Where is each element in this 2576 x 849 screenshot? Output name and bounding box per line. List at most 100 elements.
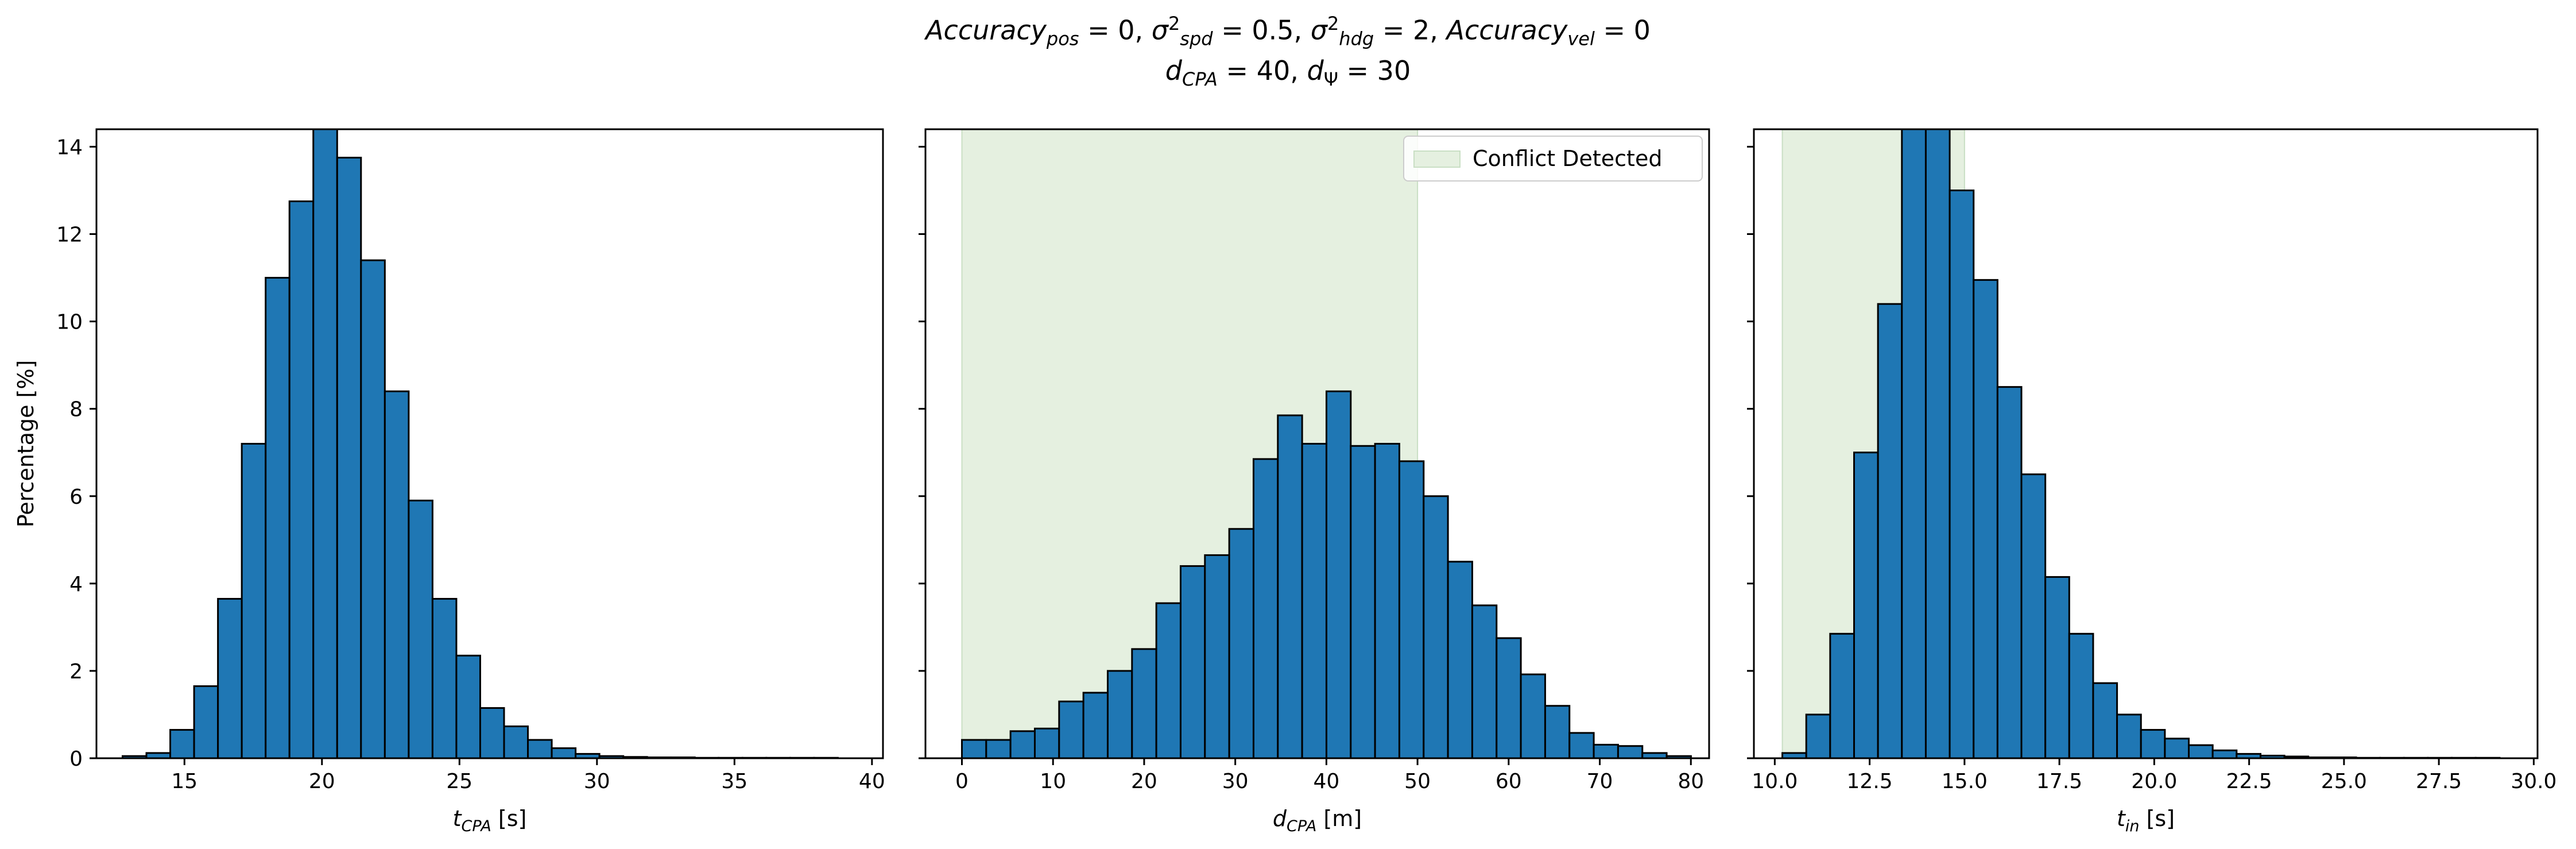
histogram-bar	[2020, 473, 2047, 758]
x-tick-label: 20	[1131, 770, 1157, 793]
y-tick-label: 10	[56, 311, 83, 334]
x-axis-label: dCPA [m]	[1273, 806, 1362, 835]
figure-title-line1: Accuracypos = 0, σ2spd = 0.5, σ2hdg = 2,…	[925, 13, 1651, 50]
axes-frame	[95, 128, 884, 759]
histogram-bar	[551, 747, 577, 758]
histogram-bar	[1996, 386, 2023, 758]
histogram-bar	[1204, 554, 1230, 758]
x-tick-label: 15	[171, 770, 197, 793]
histogram-bar	[2044, 576, 2070, 758]
axes-frame	[924, 128, 1710, 759]
y-tick-label: 4	[69, 573, 83, 596]
histogram-bar	[2068, 632, 2094, 758]
histogram-bar	[2092, 682, 2118, 758]
histogram-bar	[1155, 602, 1182, 758]
histogram-bar	[960, 739, 987, 758]
histogram-bar	[1877, 303, 1903, 758]
histogram-bar	[479, 707, 505, 758]
histogram-bar	[1374, 443, 1400, 758]
x-tick-label: 80	[1678, 770, 1704, 793]
x-tick-label: 40	[1313, 770, 1339, 793]
histogram-bar	[1496, 637, 1522, 758]
x-tick-label: 0	[955, 770, 969, 793]
figure-title-line2: dCPA = 40, dΨ = 30	[1165, 55, 1411, 91]
x-tick-label: 25.0	[2321, 770, 2367, 793]
y-tick-label: 12	[56, 223, 83, 247]
histogram-bar	[1568, 732, 1595, 758]
histogram-bar	[1471, 604, 1498, 758]
x-tick-label: 25	[446, 770, 472, 793]
x-tick-label: 20	[309, 770, 335, 793]
histogram-bar	[1853, 451, 1879, 758]
histogram-bar	[2188, 744, 2214, 758]
histogram-bar	[193, 685, 219, 758]
x-tick-label: 27.5	[2416, 770, 2462, 793]
histogram-panel-2: 0 10 20 30 40 50 60 70 80 dCPA [m] Conflict Detect…	[919, 128, 1710, 835]
y-axis-label: Percentage [%]	[13, 360, 38, 528]
x-tick-label: 12.5	[1847, 770, 1893, 793]
histogram-bar	[288, 200, 315, 758]
histogram-bar	[1301, 443, 1327, 758]
histogram-bar	[1277, 414, 1303, 758]
histogram-panel-3: 10.0 12.5 15.0 17.5 20.0 22.5 25.0 27.5 30.0 tin …	[1747, 128, 2556, 835]
histogram-bar	[408, 499, 433, 758]
y-tick-label: 6	[69, 485, 83, 509]
x-tick-label: 22.5	[2226, 770, 2272, 793]
y-tick-label: 2	[69, 660, 83, 684]
histogram-bar	[1973, 279, 1998, 758]
x-tick-label: 30	[1222, 770, 1249, 793]
histogram-bar	[1593, 743, 1619, 758]
plot-area	[1781, 129, 2501, 758]
histogram-bar	[527, 739, 553, 758]
histogram-bar	[1228, 528, 1254, 758]
histogram-bar	[360, 259, 386, 758]
x-tick-label: 30	[584, 770, 610, 793]
histogram-panel-1: 15 20 25 30 35 40 0 2 4 6 8 10 12 14 tCPA [s] Percentag…	[13, 128, 885, 835]
histogram-bar	[1350, 445, 1376, 758]
histogram-bar	[265, 277, 290, 758]
histogram-bar	[1829, 632, 1856, 758]
histogram-bar	[1082, 692, 1109, 758]
x-axis-label: tCPA [s]	[453, 806, 527, 835]
x-tick-label: 20.0	[2131, 770, 2177, 793]
legend-label: Conflict Detected	[1473, 146, 1662, 171]
x-tick-label: 30.0	[2511, 770, 2556, 793]
histogram-bar	[1058, 700, 1084, 758]
y-tick-label: 8	[69, 398, 83, 422]
histogram-bar	[2116, 713, 2142, 758]
histogram-bar	[336, 156, 362, 758]
x-tick-label: 70	[1587, 770, 1613, 793]
histogram-bar	[1949, 189, 1975, 758]
legend: Conflict Detected	[1403, 136, 1703, 182]
x-tick-label: 17.5	[2036, 770, 2082, 793]
histogram-bar	[2164, 738, 2190, 758]
histogram-bar	[241, 443, 267, 758]
x-tick-label: 10	[1040, 770, 1066, 793]
x-tick-label: 35	[721, 770, 747, 793]
histogram-bar	[2140, 729, 2166, 758]
y-tick-label: 0	[69, 747, 83, 771]
legend-swatch	[1413, 150, 1461, 168]
histogram-bar	[1131, 648, 1157, 758]
x-axis-label: tin [s]	[2117, 806, 2175, 835]
y-tick-label: 14	[56, 136, 83, 159]
histogram-bar	[1033, 727, 1060, 758]
histogram-bar	[384, 390, 410, 758]
histogram-bar	[1617, 745, 1644, 758]
histogram-bar	[985, 739, 1012, 758]
histogram-bar	[2211, 749, 2238, 758]
histogram-bar	[217, 597, 243, 758]
x-tick-label: 40	[859, 770, 885, 793]
histogram-bar	[169, 729, 195, 758]
histogram-bar	[312, 129, 338, 758]
histogram-bar	[1805, 713, 1831, 758]
histogram-bar	[503, 725, 529, 758]
histogram-bar	[1924, 129, 1951, 758]
histogram-bar	[1423, 495, 1449, 758]
histogram-bar	[1544, 705, 1571, 758]
histogram-bar	[1398, 460, 1425, 758]
histogram-bar	[1252, 458, 1279, 758]
histogram-bar	[431, 597, 458, 758]
histogram-bar	[1106, 670, 1133, 758]
